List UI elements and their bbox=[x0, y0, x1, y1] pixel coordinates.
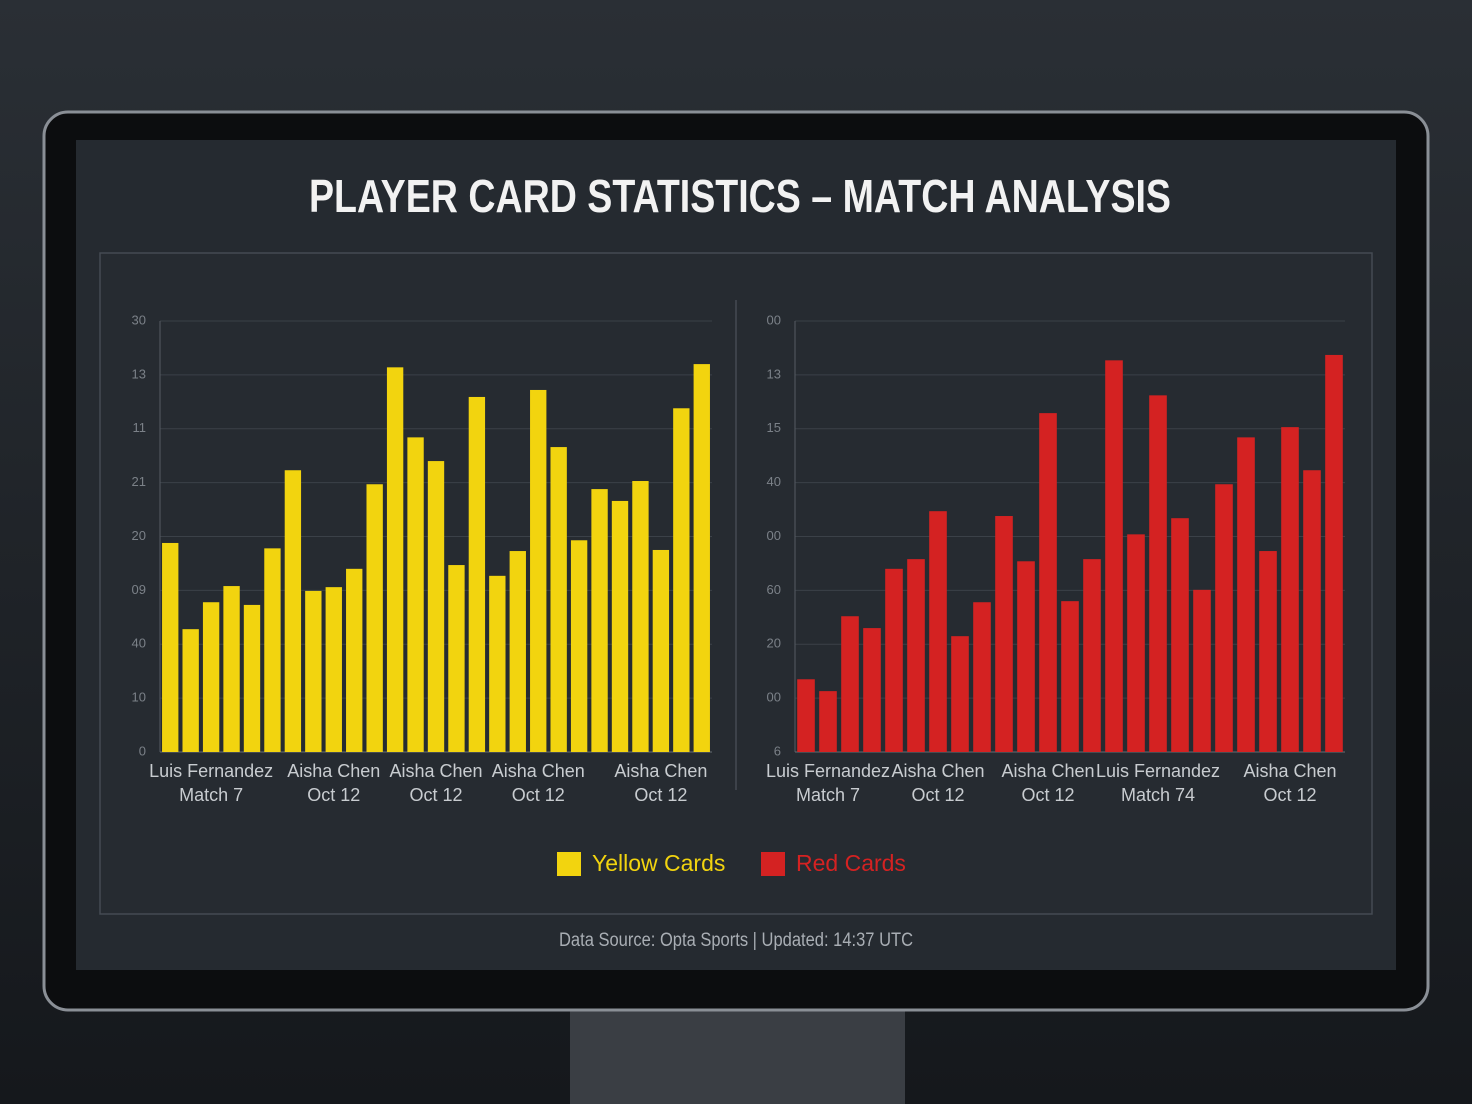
bar bbox=[509, 551, 526, 752]
y-tick-label: 11 bbox=[133, 420, 147, 435]
bar bbox=[1017, 561, 1035, 752]
bar bbox=[530, 389, 547, 752]
bar bbox=[1215, 484, 1233, 752]
bar bbox=[1325, 354, 1343, 752]
x-tick-label: Aisha Chen Oct 12 bbox=[1243, 761, 1337, 805]
bar bbox=[652, 549, 670, 752]
bar bbox=[995, 516, 1013, 752]
y-tick-label: 40 bbox=[767, 474, 781, 489]
bar bbox=[468, 396, 486, 752]
y-tick-label: 00 bbox=[767, 690, 781, 705]
bar bbox=[693, 364, 710, 752]
y-tick-label: 40 bbox=[132, 636, 146, 651]
legend-swatch bbox=[761, 852, 785, 876]
bar bbox=[223, 586, 240, 752]
x-tick-label: Luis Fernandez Match 74 bbox=[1095, 761, 1221, 805]
bar bbox=[570, 540, 588, 752]
x-tick-label: Aisha Chen Oct 12 bbox=[1001, 761, 1095, 805]
bar bbox=[550, 447, 567, 752]
y-tick-label: 13 bbox=[767, 366, 781, 381]
bar bbox=[673, 408, 690, 752]
page-title: PLAYER CARD STATISTICS – MATCH ANALYSIS bbox=[309, 170, 1171, 222]
bar bbox=[863, 628, 881, 752]
x-tick-label: Luis Fernandez Match 7 bbox=[765, 761, 891, 805]
bar bbox=[346, 568, 363, 752]
bar bbox=[243, 604, 261, 752]
bar bbox=[1083, 559, 1101, 752]
bar bbox=[885, 568, 903, 752]
legend-label: Red Cards bbox=[796, 850, 906, 876]
bar bbox=[1127, 534, 1145, 752]
y-tick-label: 60 bbox=[767, 582, 781, 597]
x-tick-label: Aisha Chen Oct 12 bbox=[891, 761, 985, 805]
y-tick-label: 21 bbox=[132, 474, 146, 489]
bar bbox=[366, 484, 383, 752]
bar bbox=[386, 367, 404, 752]
bar bbox=[264, 548, 281, 752]
bar bbox=[929, 511, 947, 752]
x-tick-label: Aisha Chen Oct 12 bbox=[389, 761, 483, 805]
bar bbox=[907, 559, 925, 752]
legend-swatch bbox=[557, 852, 581, 876]
monitor-stand bbox=[570, 1000, 905, 1104]
bar bbox=[448, 565, 465, 752]
x-tick-label: Aisha Chen Oct 12 bbox=[491, 761, 585, 805]
bar bbox=[202, 602, 220, 752]
bar bbox=[1171, 518, 1189, 752]
y-tick-label: 10 bbox=[132, 690, 146, 705]
bar bbox=[1303, 470, 1321, 752]
bar bbox=[1039, 413, 1057, 752]
bar bbox=[797, 679, 815, 752]
legend-label: Yellow Cards bbox=[592, 850, 725, 876]
y-tick-label: 00 bbox=[767, 528, 781, 543]
bar bbox=[325, 587, 342, 752]
bar bbox=[1281, 427, 1299, 752]
bar bbox=[1061, 601, 1079, 752]
bar bbox=[305, 590, 322, 752]
y-tick-label: 30 bbox=[132, 312, 146, 327]
x-tick-label: Aisha Chen Oct 12 bbox=[287, 761, 381, 805]
y-tick-label: 20 bbox=[767, 636, 781, 651]
x-tick-label: Luis Fernandez Match 7 bbox=[149, 761, 274, 805]
bar bbox=[611, 500, 629, 752]
bar bbox=[1149, 395, 1167, 752]
bar bbox=[841, 616, 859, 752]
bar bbox=[489, 575, 506, 752]
bar bbox=[973, 602, 991, 752]
bar bbox=[284, 470, 302, 752]
bar bbox=[427, 461, 445, 752]
bar bbox=[407, 437, 424, 752]
y-tick-label: 15 bbox=[767, 420, 781, 435]
bar bbox=[1237, 437, 1255, 752]
bar bbox=[1259, 551, 1277, 752]
bar bbox=[819, 691, 837, 752]
y-tick-label: 0 bbox=[139, 743, 146, 758]
bar bbox=[162, 542, 179, 752]
y-tick-label: 00 bbox=[767, 312, 781, 327]
bar bbox=[1105, 360, 1123, 752]
bar bbox=[182, 629, 199, 752]
y-tick-label: 6 bbox=[774, 743, 781, 758]
bar bbox=[951, 636, 969, 752]
bar bbox=[632, 481, 649, 752]
y-tick-label: 20 bbox=[132, 528, 146, 543]
y-tick-label: 13 bbox=[132, 366, 146, 381]
bar bbox=[1193, 589, 1211, 752]
x-tick-label: Aisha Chen Oct 12 bbox=[614, 761, 708, 805]
bar bbox=[591, 489, 608, 752]
y-tick-label: 09 bbox=[132, 582, 146, 597]
footer: Data Source: Opta Sports | Updated: 14:3… bbox=[559, 930, 913, 951]
